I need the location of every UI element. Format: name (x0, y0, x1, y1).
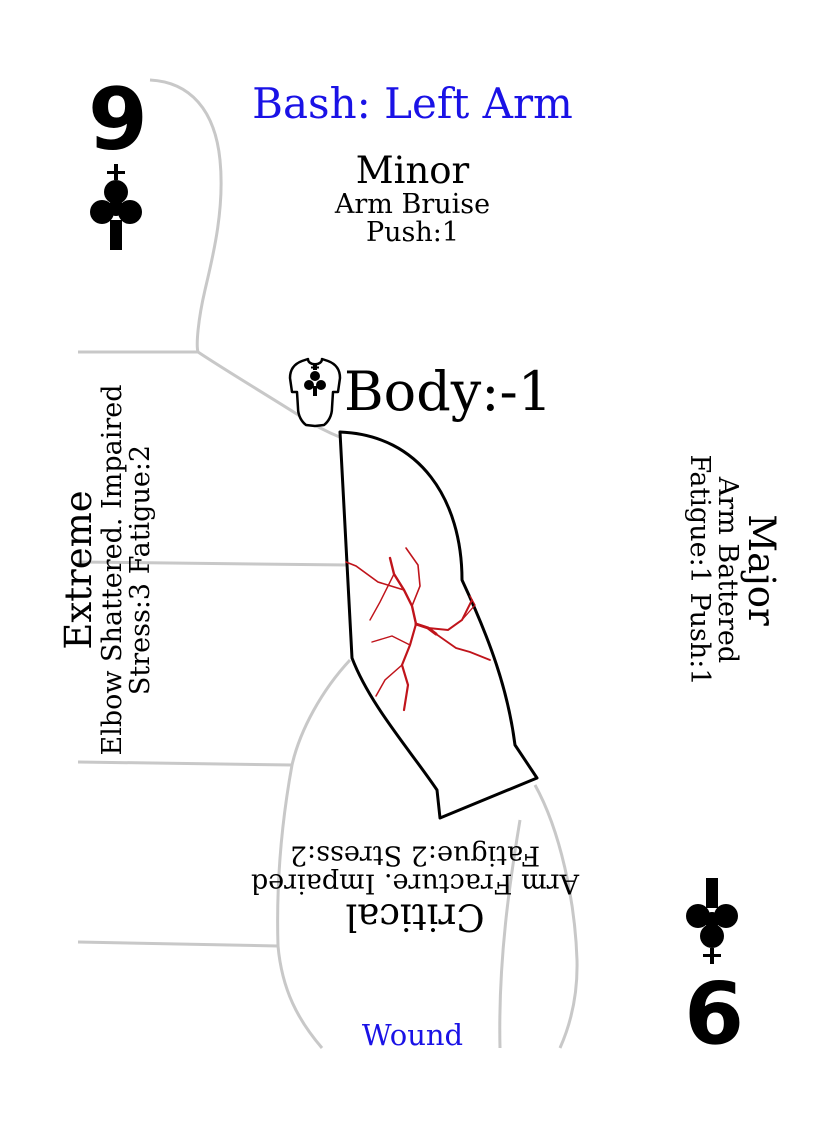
major-line1: Arm Battered (712, 476, 744, 664)
bruise-cracks (345, 547, 491, 712)
extreme-line2: Stress:3 Fatigue:2 (125, 444, 157, 696)
minor-line1: Arm Bruise (334, 188, 491, 220)
major-wound: Major Arm Battered Fatigue:1 Push:1 (683, 290, 783, 850)
major-heading: Major (740, 514, 783, 626)
card-title: Bash: Left Arm (252, 79, 573, 128)
extreme-line1: Elbow Shattered. Impaired (96, 384, 128, 756)
arm-outline (338, 430, 539, 820)
major-line2: Fatigue:1 Push:1 (683, 454, 715, 686)
footer-label: Wound (361, 1018, 464, 1052)
club-icon (686, 878, 738, 964)
critical-wound: Critical Arm Fracture. Impaired Fatigue:… (145, 839, 685, 939)
extreme-wound: Extreme Elbow Shattered. Impaired Stress… (57, 290, 157, 850)
club-icon (90, 164, 142, 250)
rank-top-left: 9 (88, 70, 148, 170)
critical-line1: Arm Fracture. Impaired (250, 867, 580, 899)
minor-heading: Minor (355, 149, 470, 192)
body-stat: Body:-1 (344, 360, 553, 423)
torso-club-icon (288, 357, 342, 428)
critical-line2: Fatigue:2 Stress:2 (289, 839, 541, 871)
minor-line2: Push:1 (365, 217, 460, 249)
extreme-heading: Extreme (57, 490, 100, 650)
minor-wound: Minor Arm Bruise Push:1 (0, 149, 825, 249)
critical-heading: Critical (345, 895, 485, 939)
